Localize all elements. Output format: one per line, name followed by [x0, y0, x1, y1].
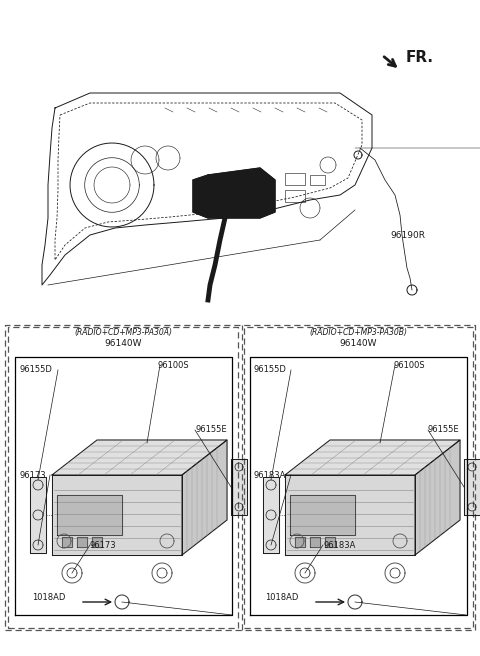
- Polygon shape: [92, 537, 102, 547]
- Text: 96173: 96173: [90, 541, 117, 550]
- Text: 96183A: 96183A: [253, 470, 286, 480]
- Polygon shape: [295, 537, 305, 547]
- Text: 96155D: 96155D: [20, 365, 53, 375]
- Polygon shape: [285, 440, 460, 475]
- Text: FR.: FR.: [406, 49, 434, 64]
- Text: 96100S: 96100S: [158, 361, 190, 369]
- Text: 96140W: 96140W: [339, 338, 377, 348]
- Polygon shape: [193, 168, 275, 218]
- Text: 1018AD: 1018AD: [265, 594, 299, 602]
- Text: 96155D: 96155D: [253, 365, 286, 375]
- Polygon shape: [290, 495, 355, 535]
- Polygon shape: [310, 537, 320, 547]
- Polygon shape: [415, 440, 460, 555]
- Polygon shape: [285, 475, 415, 555]
- Polygon shape: [182, 440, 227, 555]
- Polygon shape: [57, 495, 122, 535]
- Text: 96140W: 96140W: [104, 338, 142, 348]
- Polygon shape: [77, 537, 87, 547]
- Bar: [285, 173, 305, 185]
- Text: 96155E: 96155E: [195, 426, 227, 434]
- Polygon shape: [62, 537, 72, 547]
- Polygon shape: [325, 537, 335, 547]
- Polygon shape: [30, 477, 46, 553]
- Text: (RADIO+CD+MP3-PA30B): (RADIO+CD+MP3-PA30B): [309, 327, 407, 337]
- Text: 1018AD: 1018AD: [32, 594, 65, 602]
- Bar: [285, 190, 305, 202]
- Text: 96183A: 96183A: [323, 541, 355, 550]
- Polygon shape: [52, 440, 227, 475]
- Polygon shape: [464, 459, 480, 515]
- Text: (RADIO+CD+MP3-PA30A): (RADIO+CD+MP3-PA30A): [74, 327, 172, 337]
- Bar: [310, 175, 325, 185]
- Text: 96100S: 96100S: [393, 361, 425, 369]
- Polygon shape: [263, 477, 279, 553]
- Text: 96173: 96173: [20, 470, 47, 480]
- Text: 96190R: 96190R: [390, 230, 425, 239]
- Polygon shape: [231, 459, 247, 515]
- Polygon shape: [52, 475, 182, 555]
- Text: 96155E: 96155E: [428, 426, 460, 434]
